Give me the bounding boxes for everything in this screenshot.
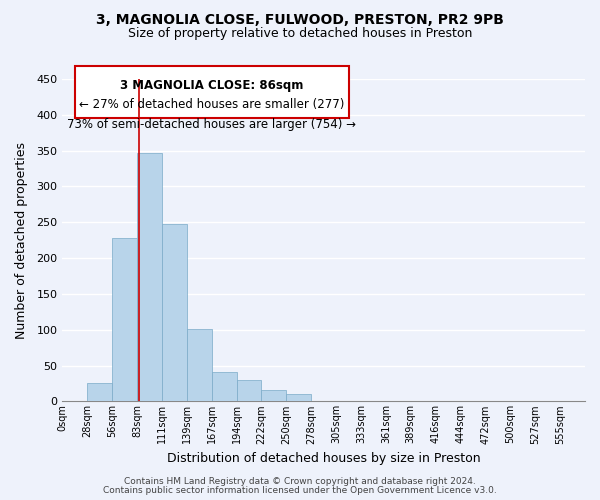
Text: Size of property relative to detached houses in Preston: Size of property relative to detached ho… bbox=[128, 28, 472, 40]
Text: 3 MAGNOLIA CLOSE: 86sqm: 3 MAGNOLIA CLOSE: 86sqm bbox=[120, 79, 304, 92]
Bar bbox=[236, 380, 262, 402]
Bar bbox=[212, 372, 236, 402]
Text: 73% of semi-detached houses are larger (754) →: 73% of semi-detached houses are larger (… bbox=[67, 118, 356, 130]
Text: ← 27% of detached houses are smaller (277): ← 27% of detached houses are smaller (27… bbox=[79, 98, 344, 112]
Bar bbox=[311, 400, 336, 402]
Bar bbox=[137, 153, 162, 402]
Bar bbox=[112, 238, 137, 402]
Bar bbox=[162, 224, 187, 402]
Text: 3, MAGNOLIA CLOSE, FULWOOD, PRESTON, PR2 9PB: 3, MAGNOLIA CLOSE, FULWOOD, PRESTON, PR2… bbox=[96, 12, 504, 26]
X-axis label: Distribution of detached houses by size in Preston: Distribution of detached houses by size … bbox=[167, 452, 481, 465]
Bar bbox=[286, 394, 311, 402]
FancyBboxPatch shape bbox=[75, 66, 349, 118]
Bar bbox=[87, 384, 112, 402]
Text: Contains public sector information licensed under the Open Government Licence v3: Contains public sector information licen… bbox=[103, 486, 497, 495]
Text: Contains HM Land Registry data © Crown copyright and database right 2024.: Contains HM Land Registry data © Crown c… bbox=[124, 477, 476, 486]
Bar bbox=[262, 390, 286, 402]
Y-axis label: Number of detached properties: Number of detached properties bbox=[15, 142, 28, 338]
Bar bbox=[187, 329, 212, 402]
